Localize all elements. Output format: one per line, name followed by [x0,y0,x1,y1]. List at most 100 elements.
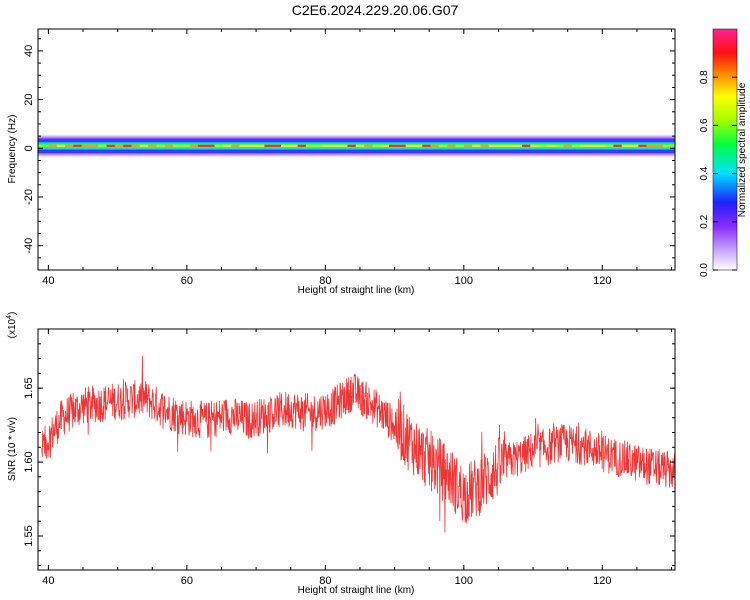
spectrogram-ridge-core [272,144,282,147]
spectrogram-ridge-core [646,144,656,147]
spectrogram-x-tick-label: 100 [455,275,473,287]
spectrogram-ridge-core [380,144,390,147]
spectrogram-ridge-core [65,144,74,147]
spectrogram-ridge-core [422,144,431,147]
snr-x-axis-label: Height of straight line (km) [298,585,415,596]
spectrogram-panel: 40 60 80 100 120 -40 -20 0 20 40 Height of straig… [7,28,676,296]
spectrogram-ridge-core [222,144,232,147]
spectrogram-ridge-core [621,144,631,147]
spectrogram-ridge-core [48,144,58,147]
spectrogram-ridge-core [580,144,589,147]
spectrogram-frame [37,28,676,271]
spectrogram-ridge-core [239,144,249,147]
spectrogram-ridge-core [455,144,465,147]
spectrogram-ridge-core [364,144,373,147]
spectrogram-ridge-core [530,144,539,147]
spectrogram-ridge-core [322,144,332,147]
spectrogram-ridge-core [571,144,581,147]
snr-y-tick-label: 1.65 [23,377,35,398]
figure-title: C2E6.2024.229.20.06.G07 [291,2,459,18]
colorbar-label: Normalized spectral amplitude [737,82,748,217]
spectrogram-ridge-core [555,144,564,147]
spectrogram-ridge-core [654,144,664,147]
colorbar-frame [712,28,738,271]
spectrogram-ridge-core [588,144,598,147]
colorbar-ticks: 0.0 0.2 0.4 0.6 0.8 [699,70,737,277]
snr-panel: 40 60 80 100 120 1.55 1.60 1.65 Height of strai… [6,312,676,596]
spectrogram-ridge-core [206,144,215,147]
spectrogram-x-axis-label: Height of straight line (km) [298,285,415,296]
spectrogram-y-tick-label: -20 [23,189,35,205]
spectrogram-y-tick-label: 40 [23,45,35,57]
snr-x-tick-label: 100 [455,575,473,587]
spectrogram-ridge-core [289,144,299,147]
spectrogram-ticks: 40 60 80 100 120 -40 -20 0 20 40 [23,29,675,287]
spectrogram-x-tick-label: 40 [42,275,54,287]
spectrogram-ridge-core [413,144,423,147]
spectrogram-ridge-core [663,144,672,147]
spectrogram-ridge-core [521,144,531,147]
spectrogram-ridge-core [264,144,274,147]
spectrogram-ridge-core [56,144,66,147]
snr-y-tick-label: 1.60 [23,451,35,472]
spectrogram-x-tick-label: 120 [593,275,611,287]
spectrogram-ridge-core [447,144,456,147]
spectrogram-ridge-core [89,144,99,147]
spectrogram-ridge-core [497,144,506,147]
spectrogram-ridge-core [472,144,481,147]
spectrogram-y-tick-label: -40 [23,238,35,254]
spectrogram-ridge-core [247,144,257,147]
spectrogram-ridge-core [563,144,573,147]
spectrogram-ridge-core [314,144,323,147]
spectrogram-ridge-core [73,144,83,147]
snr-background [38,329,675,570]
spectrogram-ridge-core [173,144,182,147]
spectrogram-ridge-core [513,144,523,147]
spectrogram-y-tick-label: 0 [23,145,35,151]
spectrogram-x-tick-label: 80 [319,275,331,287]
spectrogram-ridge-core [106,144,116,147]
spectrogram-ridge-core [463,144,473,147]
spectrogram-ridge [38,133,675,159]
spectrogram-ridge-core [98,144,107,147]
snr-ticks: 40 60 80 100 120 1.55 1.60 1.65 [23,329,675,587]
snr-x-tick-label: 40 [42,575,54,587]
snr-y-tick-label: 1.55 [23,525,35,546]
spectrogram-ridge-core [638,144,648,147]
spectrogram-ridge-core [405,144,415,147]
spectrogram-ridge-core [197,144,207,147]
colorbar-tick-label: 0.4 [699,166,710,180]
spectrogram-ridge-core [339,144,348,147]
snr-x-tick-label: 80 [319,575,331,587]
spectrogram-ridge-core [231,144,240,147]
snr-x-tick-label: 120 [593,575,611,587]
spectrogram-ridge-core [438,144,448,147]
spectrogram-ridge-core [123,144,132,147]
spectrogram-plot-area [38,133,675,159]
spectrogram-ridge-core [546,144,556,147]
colorbar-tick-label: 0.2 [699,214,710,228]
spectrogram-ridge-core [139,144,149,147]
spectrogram-ridge-core [214,144,224,147]
spectrogram-x-tick-label: 60 [181,275,193,287]
spectrogram-ridge-core [305,144,315,147]
spectrogram-ridge-core [347,144,357,147]
spectrogram-y-axis-label: Frequency (Hz) [7,115,18,184]
spectrogram-ridge-core [148,144,157,147]
spectrogram-ridge-core [131,144,141,147]
colorbar-tick-label: 0.8 [699,70,710,84]
spectrogram-ridge-core [505,144,515,147]
colorbar-gradient [713,29,737,270]
snr-plot-area [41,355,675,533]
spectrogram-ridge-core [156,144,166,147]
spectrogram-ridge-core [164,144,174,147]
spectrogram-ridge-core [397,144,407,147]
spectrogram-ridge-core [281,144,290,147]
spectrogram-ridge-core [297,144,307,147]
colorbar-tick-label: 0.0 [699,263,710,277]
spectrogram-ridge-core [372,144,382,147]
spectrogram-ridge-core [189,144,199,147]
snr-frame [37,328,676,571]
spectrogram-ridge-core [114,144,124,147]
